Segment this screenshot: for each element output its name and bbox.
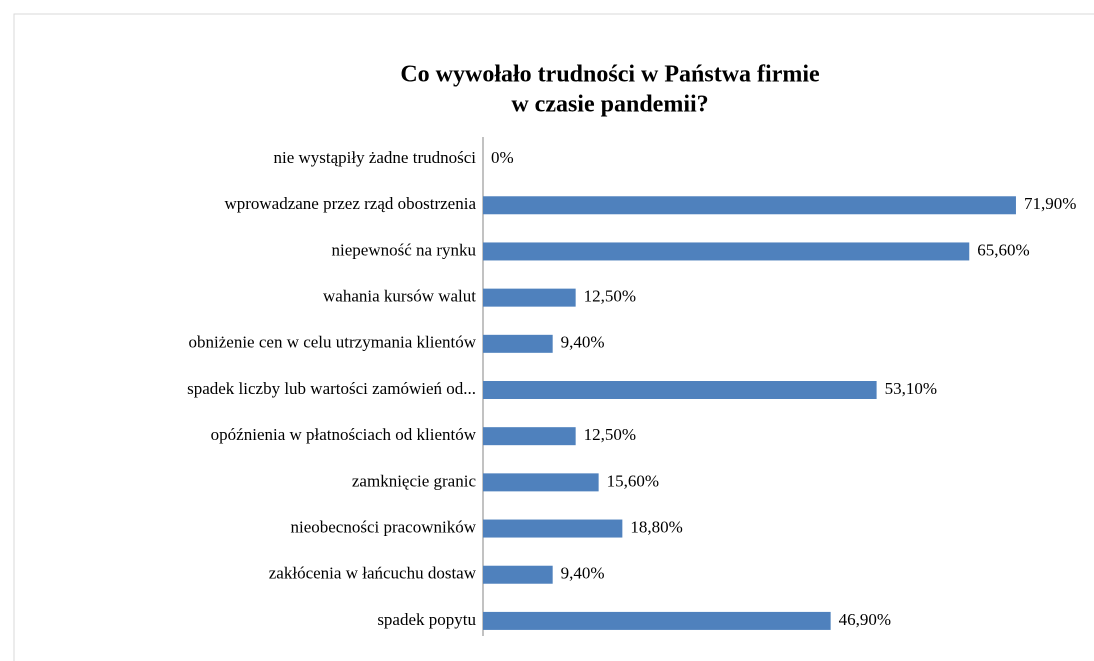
chart-frame [13,13,1094,661]
category-label: spadek popytu [377,610,476,629]
bar [483,611,831,630]
value-label: 12,50% [584,425,636,444]
category-label: nie wystąpiły żadne trudności [273,148,476,167]
value-label: 65,60% [977,240,1029,259]
chart-title: Co wywołało trudności w Państwa firmie [400,62,820,88]
bar [483,288,576,307]
bar [483,334,553,353]
category-label: opóźnienia w płatnościach od klientów [211,425,477,444]
bar [483,242,970,261]
value-label: 9,40% [561,333,605,352]
bar [483,196,1016,215]
category-label: spadek liczby lub wartości zamówień od..… [187,379,476,398]
value-label: 9,40% [561,564,605,583]
category-label: niepewność na rynku [332,240,477,259]
category-label: wahania kursów walut [323,287,476,306]
value-label: 0% [491,148,514,167]
chart-title: w czasie pandemii? [511,92,708,118]
value-label: 15,60% [607,471,659,490]
bar [483,381,877,399]
value-label: 46,90% [839,610,891,629]
category-label: zamknięcie granic [352,471,477,490]
category-label: nieobecności pracowników [290,517,476,536]
category-label: wprowadzane przez rząd obostrzenia [224,194,476,213]
bar [483,427,576,446]
value-label: 53,10% [885,379,937,398]
category-label: obniżenie cen w celu utrzymania klientów [189,333,477,352]
value-label: 71,90% [1024,194,1076,213]
bar [483,519,623,538]
value-label: 18,80% [630,517,682,536]
bar [483,473,599,492]
category-label: zakłócenia w łańcuchu dostaw [269,564,477,583]
bar [483,565,553,584]
value-label: 12,50% [584,287,636,306]
